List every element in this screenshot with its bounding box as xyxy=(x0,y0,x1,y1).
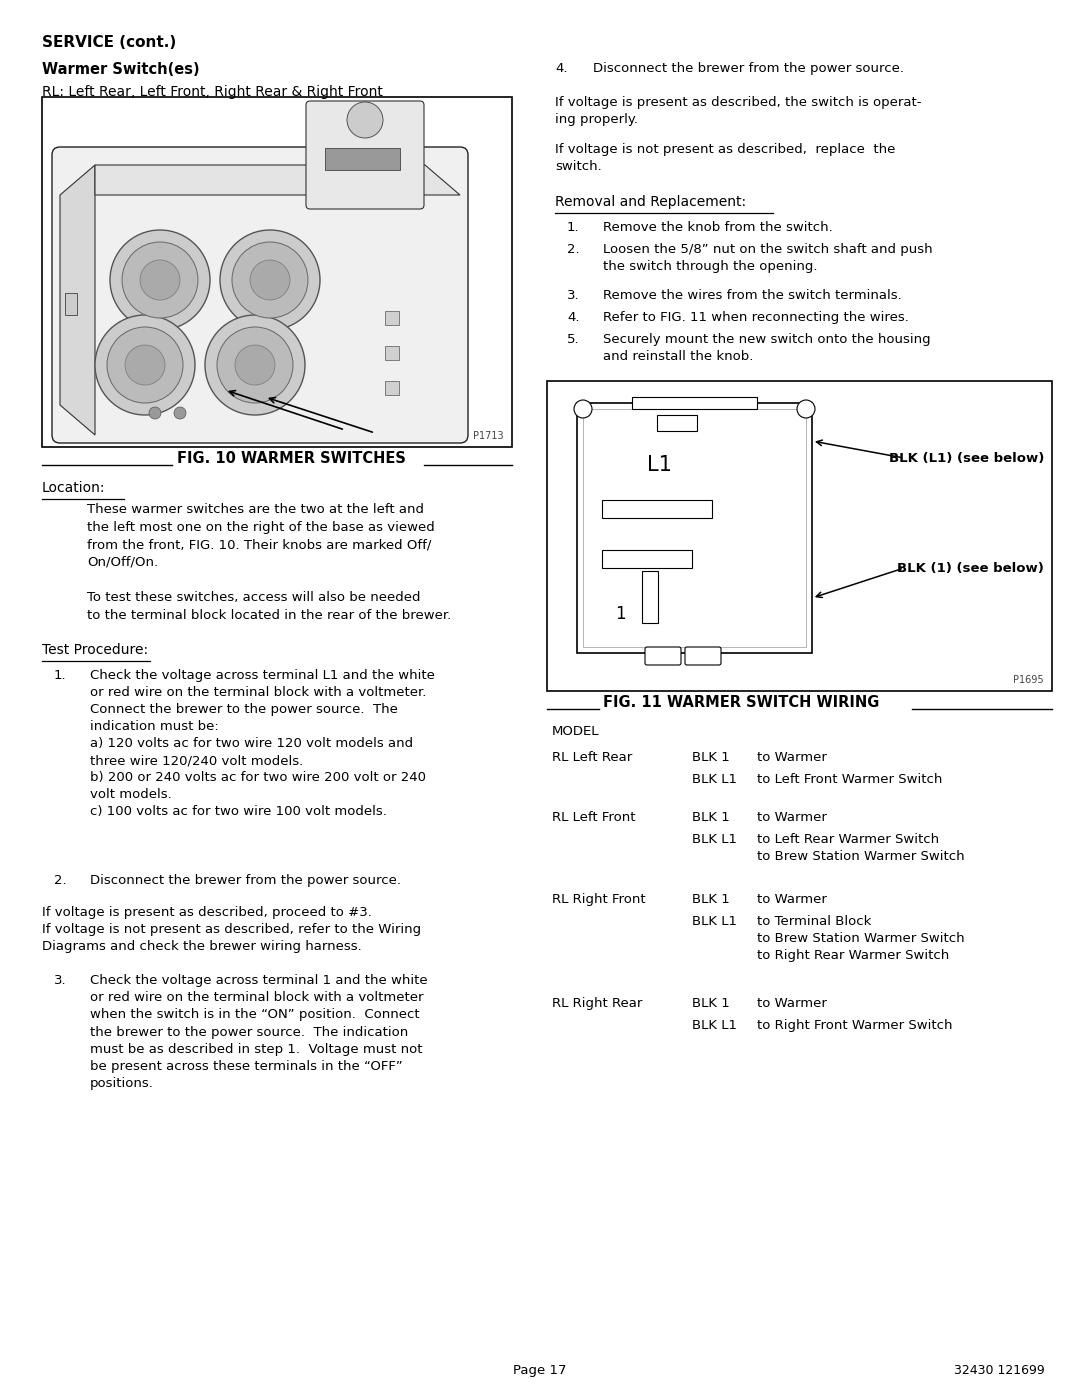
Circle shape xyxy=(149,407,161,419)
Text: BLK 1: BLK 1 xyxy=(692,812,730,824)
Text: BLK L1: BLK L1 xyxy=(692,1018,737,1032)
Bar xyxy=(632,397,757,409)
Bar xyxy=(384,312,399,326)
Text: Disconnect the brewer from the power source.: Disconnect the brewer from the power sou… xyxy=(593,61,904,75)
Bar xyxy=(546,381,1052,692)
Bar xyxy=(602,550,692,569)
Circle shape xyxy=(232,242,308,319)
FancyBboxPatch shape xyxy=(306,101,424,210)
Text: 5.: 5. xyxy=(567,332,580,346)
Text: Remove the wires from the switch terminals.: Remove the wires from the switch termina… xyxy=(603,289,902,302)
Bar xyxy=(657,415,697,432)
Text: 4.: 4. xyxy=(567,312,580,324)
Text: Securely mount the new switch onto the housing
and reinstall the knob.: Securely mount the new switch onto the h… xyxy=(603,332,931,363)
Bar xyxy=(583,409,806,647)
Circle shape xyxy=(107,327,183,402)
Text: to Warmer: to Warmer xyxy=(757,752,827,764)
Text: If voltage is present as described, the switch is operat-
ing properly.: If voltage is present as described, the … xyxy=(555,96,921,126)
Text: 3.: 3. xyxy=(54,974,67,988)
Circle shape xyxy=(347,102,383,138)
Text: BLK 1: BLK 1 xyxy=(692,893,730,907)
Circle shape xyxy=(95,314,195,415)
Text: Loosen the 5/8” nut on the switch shaft and push
the switch through the opening.: Loosen the 5/8” nut on the switch shaft … xyxy=(603,243,933,274)
Text: P1713: P1713 xyxy=(473,432,504,441)
Text: To test these switches, access will also be needed
to the terminal block located: To test these switches, access will also… xyxy=(87,591,451,622)
FancyBboxPatch shape xyxy=(52,147,468,443)
Circle shape xyxy=(797,400,815,418)
Circle shape xyxy=(110,231,210,330)
Text: Warmer Switch(es): Warmer Switch(es) xyxy=(42,61,200,77)
Text: 1: 1 xyxy=(615,605,625,623)
Text: BLK L1: BLK L1 xyxy=(692,773,737,787)
Text: Remove the knob from the switch.: Remove the knob from the switch. xyxy=(603,221,833,235)
Circle shape xyxy=(125,345,165,386)
Text: 32430 121699: 32430 121699 xyxy=(955,1363,1045,1377)
Bar xyxy=(577,402,812,652)
Circle shape xyxy=(220,231,320,330)
Text: to Terminal Block
to Brew Station Warmer Switch
to Right Rear Warmer Switch: to Terminal Block to Brew Station Warmer… xyxy=(757,915,964,961)
Circle shape xyxy=(140,260,180,300)
FancyBboxPatch shape xyxy=(645,647,681,665)
Text: 3.: 3. xyxy=(567,289,580,302)
Text: to Left Front Warmer Switch: to Left Front Warmer Switch xyxy=(757,773,943,787)
Bar xyxy=(642,571,658,623)
FancyBboxPatch shape xyxy=(685,647,721,665)
Circle shape xyxy=(235,345,275,386)
Bar xyxy=(384,381,399,395)
Text: Location:: Location: xyxy=(42,481,106,495)
Text: to Warmer: to Warmer xyxy=(757,812,827,824)
Text: Check the voltage across terminal L1 and the white
or red wire on the terminal b: Check the voltage across terminal L1 and… xyxy=(90,669,435,819)
Text: 2.: 2. xyxy=(54,875,67,887)
Text: RL: Left Rear, Left Front, Right Rear & Right Front: RL: Left Rear, Left Front, Right Rear & … xyxy=(42,85,383,99)
Text: RL Right Front: RL Right Front xyxy=(552,893,646,907)
Text: RL Left Front: RL Left Front xyxy=(552,812,635,824)
Text: RL Left Rear: RL Left Rear xyxy=(552,752,632,764)
Text: 1.: 1. xyxy=(54,669,67,682)
Text: FIG. 10 WARMER SWITCHES: FIG. 10 WARMER SWITCHES xyxy=(177,451,406,467)
Circle shape xyxy=(573,400,592,418)
Text: L1: L1 xyxy=(647,455,672,475)
Circle shape xyxy=(205,314,305,415)
Text: BLK 1: BLK 1 xyxy=(692,752,730,764)
Text: BLK (L1) (see below): BLK (L1) (see below) xyxy=(889,453,1044,465)
Text: to Left Rear Warmer Switch
to Brew Station Warmer Switch: to Left Rear Warmer Switch to Brew Stati… xyxy=(757,833,964,863)
Polygon shape xyxy=(60,165,95,434)
Text: to Right Front Warmer Switch: to Right Front Warmer Switch xyxy=(757,1018,953,1032)
Text: to Warmer: to Warmer xyxy=(757,997,827,1010)
Bar xyxy=(65,293,77,314)
Text: Refer to FIG. 11 when reconnecting the wires.: Refer to FIG. 11 when reconnecting the w… xyxy=(603,312,909,324)
Text: BLK 1: BLK 1 xyxy=(692,997,730,1010)
Circle shape xyxy=(122,242,198,319)
Text: 4.: 4. xyxy=(555,61,567,75)
Text: Removal and Replacement:: Removal and Replacement: xyxy=(555,196,746,210)
Bar xyxy=(325,148,400,170)
Circle shape xyxy=(174,407,186,419)
Text: RL Right Rear: RL Right Rear xyxy=(552,997,643,1010)
Text: P1695: P1695 xyxy=(1013,675,1044,685)
Text: Check the voltage across terminal 1 and the white
or red wire on the terminal bl: Check the voltage across terminal 1 and … xyxy=(90,974,428,1090)
Bar xyxy=(384,346,399,360)
Text: FIG. 11 WARMER SWITCH WIRING: FIG. 11 WARMER SWITCH WIRING xyxy=(603,694,879,710)
Text: BLK L1: BLK L1 xyxy=(692,833,737,847)
Text: If voltage is not present as described,  replace  the
switch.: If voltage is not present as described, … xyxy=(555,142,895,173)
Text: These warmer switches are the two at the left and
the left most one on the right: These warmer switches are the two at the… xyxy=(87,503,435,569)
Circle shape xyxy=(249,260,291,300)
Bar xyxy=(42,96,512,447)
Text: Page 17: Page 17 xyxy=(513,1363,567,1377)
Text: to Warmer: to Warmer xyxy=(757,893,827,907)
Text: BLK (1) (see below): BLK (1) (see below) xyxy=(897,562,1044,576)
Circle shape xyxy=(217,327,293,402)
Text: BLK L1: BLK L1 xyxy=(692,915,737,928)
Text: If voltage is present as described, proceed to #3.
If voltage is not present as : If voltage is present as described, proc… xyxy=(42,907,421,953)
Text: MODEL: MODEL xyxy=(552,725,599,738)
Text: Disconnect the brewer from the power source.: Disconnect the brewer from the power sou… xyxy=(90,875,401,887)
Bar xyxy=(602,500,712,518)
Text: 1.: 1. xyxy=(567,221,580,235)
Polygon shape xyxy=(95,165,460,196)
Text: Test Procedure:: Test Procedure: xyxy=(42,643,148,657)
Text: SERVICE (cont.): SERVICE (cont.) xyxy=(42,35,176,50)
Text: 2.: 2. xyxy=(567,243,580,256)
